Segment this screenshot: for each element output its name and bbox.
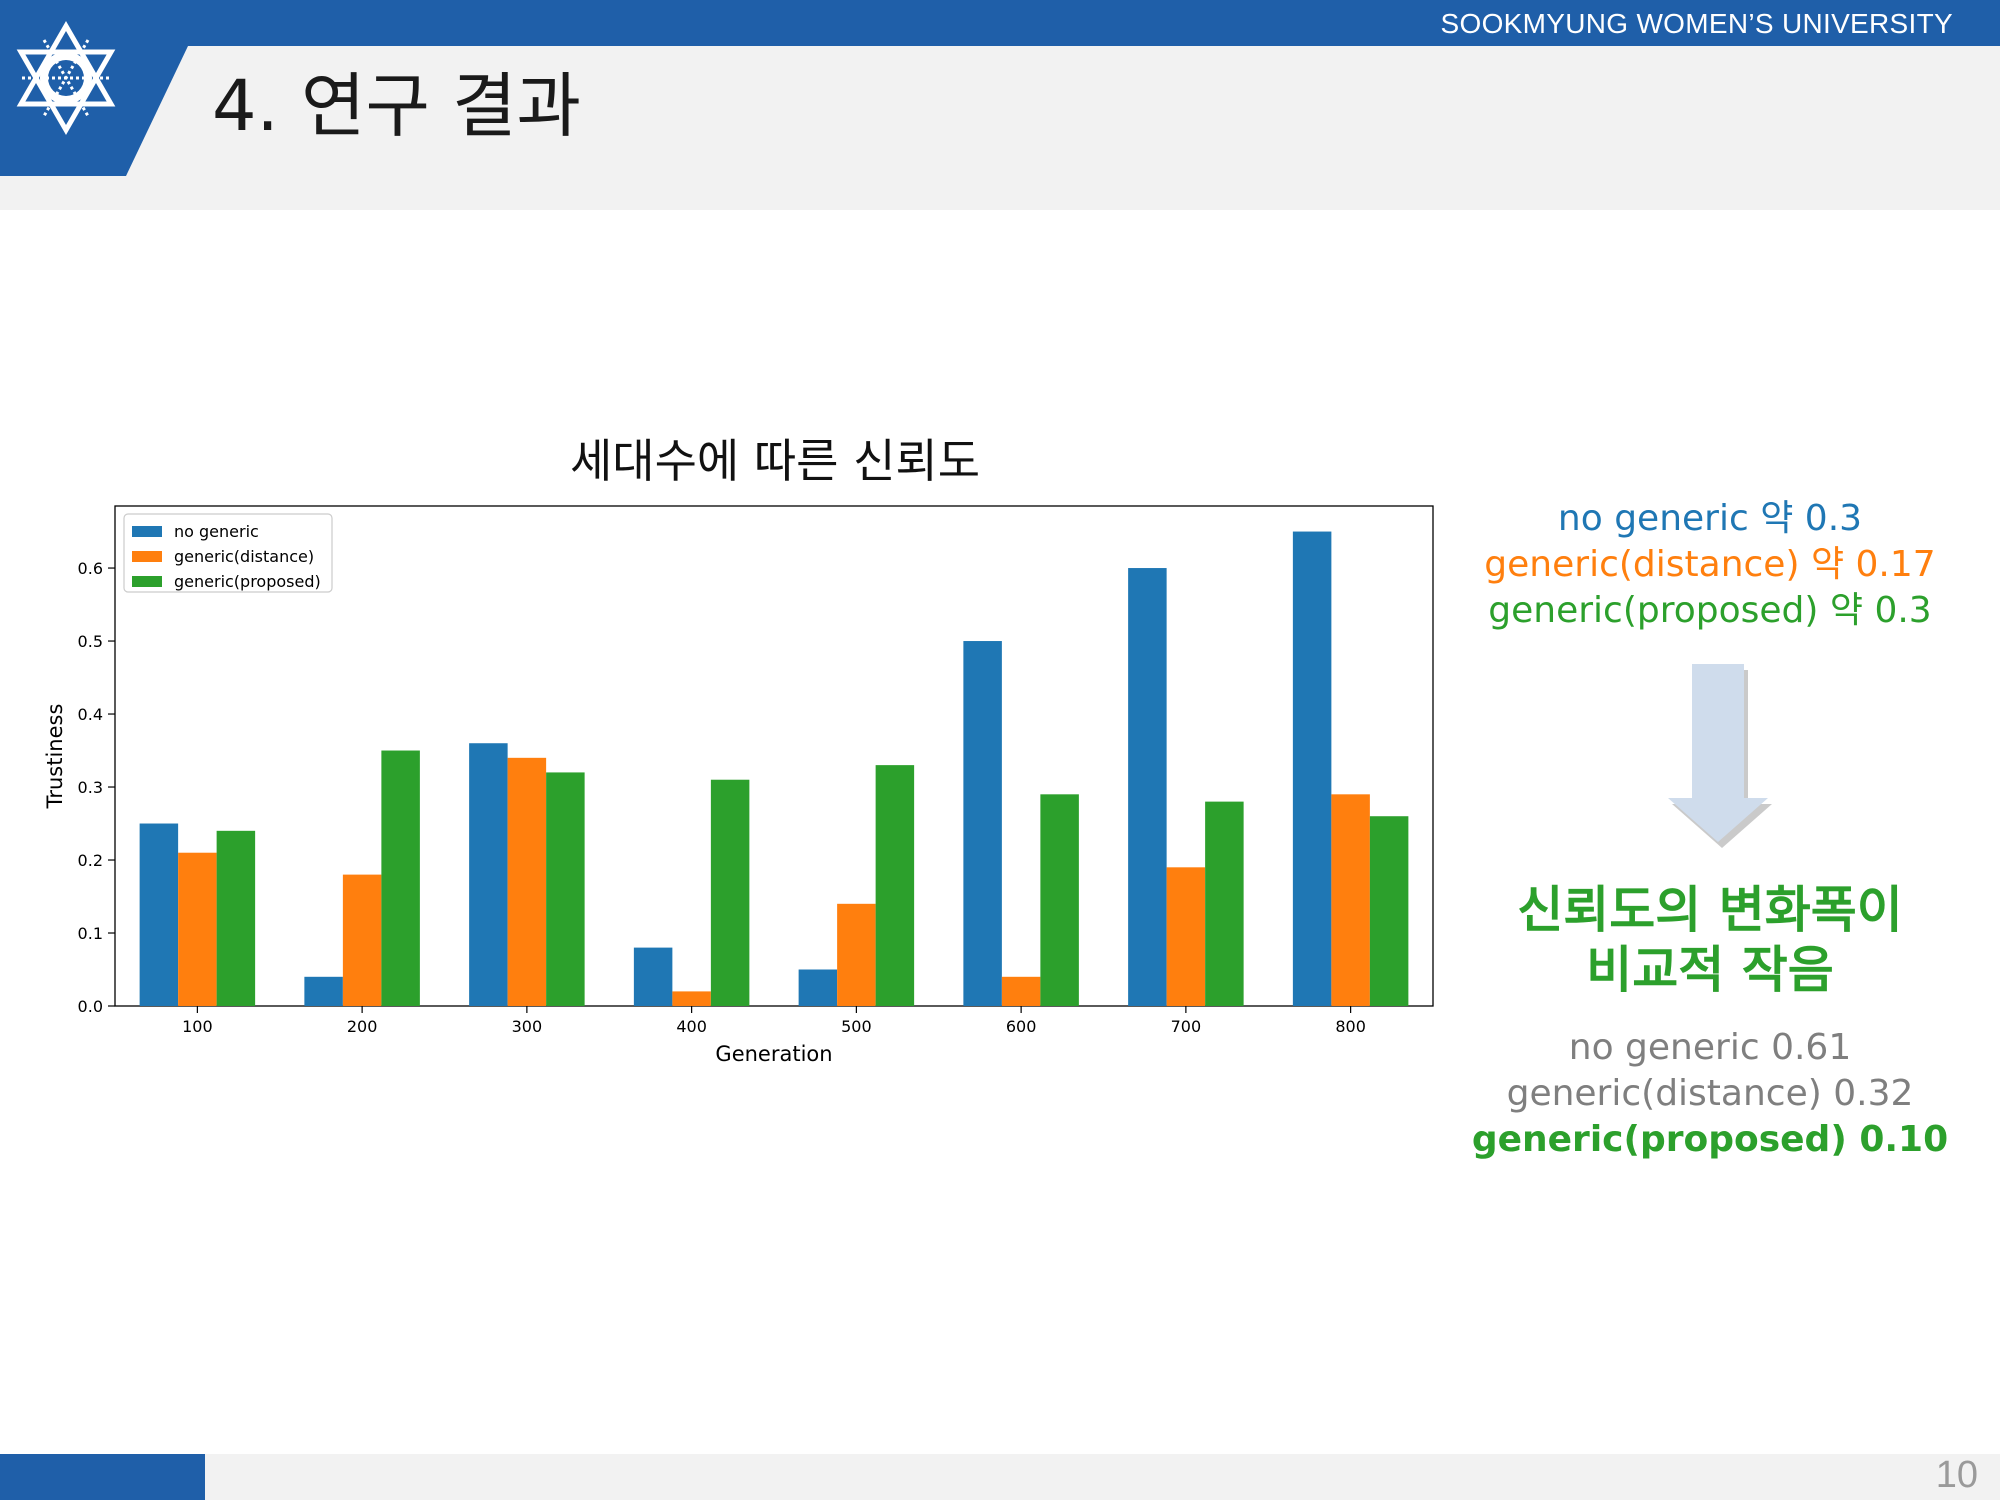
- bar-chart: 0.0 0.1 0.2 0.3 0.4 0.5 0.6 100 200 300 400 500 600 7…: [43, 505, 1434, 1066]
- range-generic-distance: generic(distance) 0.32: [1506, 1073, 1914, 1114]
- bar: [710, 779, 750, 1006]
- range-no-generic: no generic 0.61: [1568, 1027, 1852, 1068]
- x-tick-label: 800: [1335, 1017, 1366, 1036]
- approx-values: no generic 약 0.3 generic(distance) 약 0.1…: [1430, 496, 1990, 634]
- x-tick-label: 200: [347, 1017, 378, 1036]
- bar: [633, 947, 673, 1006]
- bar: [216, 830, 256, 1006]
- university-name: SOOKMYUNG WOMEN’S UNIVERSITY: [1440, 8, 1953, 39]
- legend-box: [123, 513, 333, 593]
- bar: [507, 757, 547, 1006]
- bar: [304, 976, 343, 1006]
- bar: [469, 743, 508, 1006]
- top-bar: [0, 0, 2000, 46]
- bar: [1205, 801, 1244, 1006]
- bar: [672, 991, 711, 1006]
- y-tick-label: 0.5: [78, 632, 103, 651]
- bar: [1292, 531, 1332, 1006]
- x-tick-label: 100: [182, 1017, 213, 1036]
- y-tick-label: 0.2: [78, 851, 103, 870]
- conclusion-text: 신뢰도의 변화폭이 비교적 작음: [1430, 880, 1990, 1000]
- y-tick-label: 0.6: [78, 559, 103, 578]
- bar: [1128, 568, 1167, 1006]
- logo-block: [0, 20, 188, 176]
- legend-label: no generic: [174, 522, 259, 541]
- legend-label: generic(proposed): [174, 572, 321, 591]
- y-tick-label: 0.3: [78, 778, 103, 797]
- page-title: 4. 연구 결과: [212, 65, 581, 147]
- legend-swatch: [132, 551, 162, 562]
- approx-no-generic: no generic 약 0.3: [1557, 498, 1863, 539]
- y-axis-label: Trustiness: [43, 704, 67, 810]
- conclusion-line-2: 비교적 작음: [1586, 941, 1834, 999]
- bar: [381, 750, 420, 1006]
- chart-title: 세대수에 따른 신뢰도: [569, 434, 981, 488]
- bar: [1040, 794, 1079, 1006]
- bar: [837, 903, 876, 1006]
- bar: [178, 852, 217, 1006]
- bar: [875, 765, 915, 1006]
- bar: [546, 772, 585, 1006]
- legend-swatch: [132, 576, 162, 587]
- y-tick-label: 0.4: [78, 705, 103, 724]
- chart-axes: 0.0 0.1 0.2 0.3 0.4 0.5 0.6 100 200 300 400 500 600 7…: [43, 505, 1434, 1066]
- down-arrow-icon: [1668, 664, 1772, 848]
- bar: [139, 823, 179, 1006]
- bar: [1166, 867, 1206, 1006]
- plot-frame: [114, 505, 1434, 1007]
- x-tick-label: 300: [512, 1017, 543, 1036]
- snowflake-logo-icon: [16, 20, 116, 136]
- chart-bars: [139, 531, 1409, 1006]
- x-axis-label: Generation: [715, 1042, 832, 1066]
- legend-swatch: [132, 526, 162, 537]
- range-values: no generic 0.61 generic(distance) 0.32 g…: [1430, 1025, 1990, 1163]
- conclusion-line-1: 신뢰도의 변화폭이: [1517, 881, 1903, 939]
- x-tick-label: 600: [1006, 1017, 1037, 1036]
- y-tick-label: 0.1: [78, 924, 103, 943]
- y-tick-label: 0.0: [78, 997, 103, 1016]
- bar: [1331, 794, 1370, 1006]
- footer-accent: [0, 1454, 205, 1500]
- bar: [798, 969, 838, 1006]
- legend-label: generic(distance): [174, 547, 314, 566]
- x-tick-label: 500: [841, 1017, 872, 1036]
- footer-bar: [0, 1454, 2000, 1500]
- bar: [342, 874, 382, 1006]
- approx-generic-proposed: generic(proposed) 약 0.3: [1488, 590, 1932, 631]
- bar: [1001, 976, 1041, 1006]
- page-number: 10: [1935, 1454, 1978, 1496]
- bar: [963, 641, 1002, 1006]
- header-panel: [0, 46, 2000, 210]
- x-tick-label: 400: [676, 1017, 707, 1036]
- x-tick-label: 700: [1171, 1017, 1202, 1036]
- approx-generic-distance: generic(distance) 약 0.17: [1484, 544, 1936, 585]
- chart-legend: no generic generic(distance) generic(propo…: [123, 513, 333, 593]
- bar: [1369, 816, 1409, 1006]
- range-generic-proposed: generic(proposed) 0.10: [1471, 1119, 1949, 1160]
